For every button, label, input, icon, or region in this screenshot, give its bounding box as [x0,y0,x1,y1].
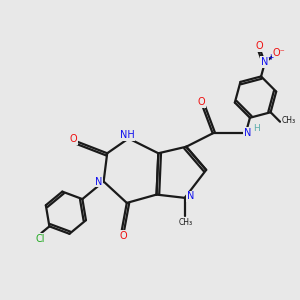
Text: NH: NH [120,130,134,140]
Text: O⁻: O⁻ [272,48,285,58]
Text: O: O [70,134,77,144]
Text: N: N [187,191,194,201]
Text: H: H [254,124,260,133]
Text: O: O [119,231,127,241]
Text: O: O [198,97,205,107]
Text: N: N [261,57,268,67]
Text: Cl: Cl [35,234,45,244]
Text: O: O [255,41,263,52]
Text: N: N [94,176,102,187]
Text: CH₃: CH₃ [281,116,296,125]
Text: N: N [244,128,251,138]
Text: +: + [267,53,273,62]
Text: CH₃: CH₃ [178,218,192,227]
